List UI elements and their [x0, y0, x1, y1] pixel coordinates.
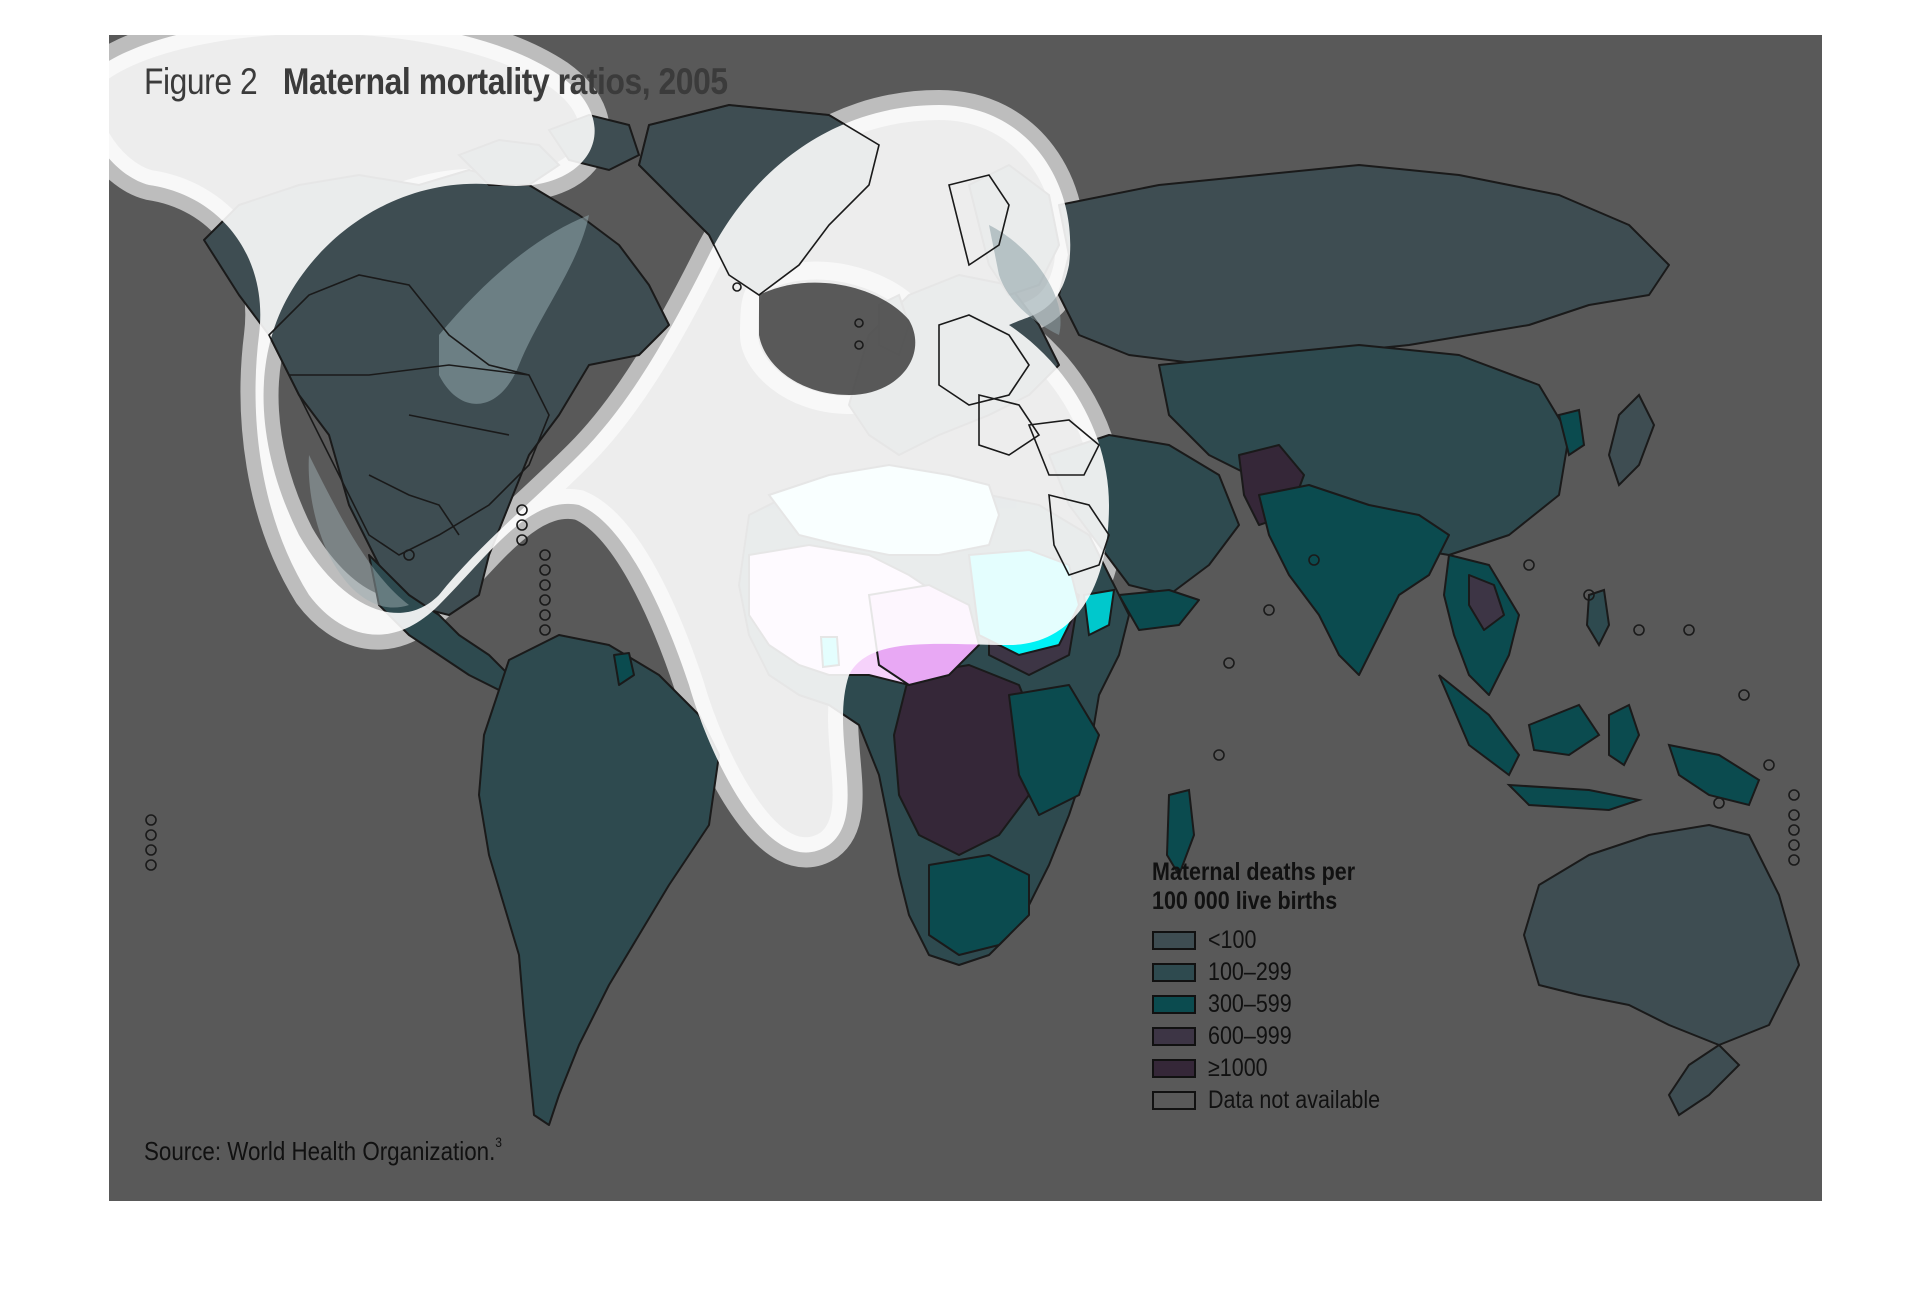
figure-label: Figure 2	[144, 61, 258, 102]
legend-swatch	[1152, 930, 1196, 950]
legend-title-line2: 100 000 live births	[1152, 887, 1338, 915]
legend-label: ≥1000	[1208, 1053, 1268, 1082]
legend-item: <100	[1152, 924, 1408, 956]
source-note: Source: World Health Organization.3	[144, 1134, 503, 1167]
legend-label: Data not available	[1208, 1085, 1381, 1114]
country-outlines	[268, 104, 1110, 576]
countries	[203, 104, 1800, 1126]
legend-swatch	[1152, 962, 1196, 982]
legend-item: ≥1000	[1152, 1052, 1408, 1084]
legend: Maternal deaths per 100 000 live births …	[1152, 858, 1408, 1116]
legend-label: <100	[1208, 925, 1257, 954]
world-map	[109, 35, 1800, 1126]
legend-label: 100–299	[1208, 957, 1292, 986]
legend-item: 600–999	[1152, 1020, 1408, 1052]
figure-title: Figure 2 Maternal mortality ratios, 2005	[144, 61, 728, 103]
legend-title-line1: Maternal deaths per	[1152, 858, 1356, 886]
source-text: Source: World Health Organization.	[144, 1136, 496, 1166]
figure-heading: Maternal mortality ratios, 2005	[282, 61, 728, 102]
legend-swatch	[1152, 1090, 1196, 1110]
legend-swatch	[1152, 1026, 1196, 1046]
glare	[109, 35, 1109, 853]
legend-item: 300–599	[1152, 988, 1408, 1020]
legend-item: 100–299	[1152, 956, 1408, 988]
map-panel: Figure 2 Maternal mortality ratios, 2005…	[109, 35, 1822, 1201]
legend-item: Data not available	[1152, 1084, 1408, 1116]
legend-title: Maternal deaths per 100 000 live births	[1152, 858, 1372, 916]
island-markers	[145, 282, 1800, 871]
source-reference: 3	[495, 1134, 503, 1150]
legend-swatch	[1152, 994, 1196, 1014]
legend-label: 600–999	[1208, 1021, 1292, 1050]
legend-label: 300–599	[1208, 989, 1292, 1018]
legend-swatch	[1152, 1058, 1196, 1078]
